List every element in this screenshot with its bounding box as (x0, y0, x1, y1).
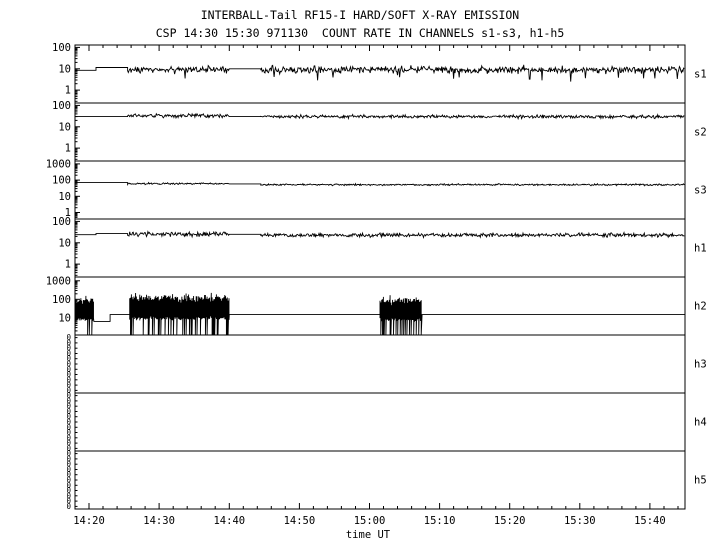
y-tick-label: 0 (66, 365, 71, 374)
y-tick-label: 0 (66, 407, 71, 416)
panel-label-s3: s3 (694, 185, 707, 197)
panel-s2: 100 10 1 s2 (52, 100, 707, 162)
y-tick-label: 1 (65, 207, 71, 219)
panel-border (74, 334, 686, 394)
panel-label-h5: h5 (694, 475, 707, 487)
x-axis: 14:20 14:30 14:40 14:50 15:00 15:10 15:20 15:30… (73, 45, 679, 527)
y-tick-label: 1 (65, 143, 71, 155)
y-tick-label: 0 (66, 344, 71, 353)
y-tick-label: 0 (66, 439, 71, 448)
panel-border (74, 44, 686, 104)
panels-group: 100101s1100101s21000100101s3100101h11000… (46, 42, 707, 511)
y-tick-label: 0 (66, 333, 71, 342)
panel-s1: 100 10 1 s1 (52, 42, 707, 104)
y-tick-label: 1 (65, 259, 71, 271)
y-tick-label: 0 (66, 449, 71, 458)
y-tick-label: 0 (66, 502, 71, 511)
y-tick-label: 100 (52, 175, 71, 187)
y-tick-label: 0 (66, 481, 71, 490)
panel-label-h2: h2 (694, 301, 707, 313)
y-tick-label: 0 (66, 433, 71, 442)
x-axis-label: time UT (346, 529, 391, 541)
panel-border (74, 450, 686, 510)
series-s1 (75, 64, 685, 82)
y-tick-label: 0 (66, 360, 71, 369)
x-tick-label: 14:40 (213, 515, 245, 527)
y-tick-label: 0 (66, 476, 71, 485)
y-tick-label: 10 (58, 237, 71, 249)
y-tick-label: 10 (58, 121, 71, 133)
y-tick-label: 0 (66, 412, 71, 421)
panel-label-h1: h1 (694, 243, 707, 255)
y-tick-label: 0 (66, 349, 71, 358)
y-tick-label: 0 (66, 423, 71, 432)
y-tick-label: 100 (52, 100, 71, 112)
y-tick-label: 0 (66, 497, 71, 506)
y-tick-label: 1000 (46, 275, 71, 287)
panel-label-s2: s2 (694, 127, 707, 139)
series-h1 (75, 230, 685, 240)
y-tick-label: 0 (66, 338, 71, 347)
y-tick-label: 0 (66, 386, 71, 395)
y-tick-label: 0 (66, 428, 71, 437)
y-tick-label: 0 (66, 370, 71, 379)
y-tick-label: 0 (66, 418, 71, 427)
panel-h2: 1000 100 10 h2 (46, 275, 707, 336)
panel-label-s1: s1 (694, 69, 707, 81)
y-tick-label: 0 (66, 381, 71, 390)
y-tick-label: 0 (66, 470, 71, 479)
x-tick-label: 15:20 (494, 515, 526, 527)
x-tick-label: 15:30 (564, 515, 596, 527)
y-tick-label: 0 (66, 491, 71, 500)
y-tick-label: 0 (66, 375, 71, 384)
chart-subtitle: CSP 14:30 15:30 971130 COUNT RATE IN CHA… (156, 26, 565, 40)
x-tick-label: 14:20 (73, 515, 105, 527)
x-tick-label: 15:10 (424, 515, 456, 527)
y-tick-label: 0 (66, 460, 71, 469)
y-tick-label: 10 (58, 191, 71, 203)
series-h2 (74, 292, 685, 335)
y-tick-label: 1000 (46, 158, 71, 170)
y-tick-label: 100 (52, 294, 71, 306)
chart-title: INTERBALL-Tail RF15-I HARD/SOFT X-RAY EM… (201, 8, 520, 22)
x-tick-label: 14:50 (284, 515, 316, 527)
y-tick-label: 100 (52, 216, 71, 228)
y-tick-label: 0 (66, 391, 71, 400)
panel-label-h3: h3 (694, 359, 707, 371)
panel-h1: 100 10 1 h1 (52, 216, 707, 278)
series-s2 (75, 112, 685, 121)
panel-border (74, 102, 686, 162)
y-tick-label: 10 (58, 312, 71, 324)
x-tick-label: 14:30 (143, 515, 175, 527)
panel-s3: 1000 100 10 1 s3 (46, 158, 707, 220)
y-tick-label: 100 (52, 42, 71, 54)
panel-label-h4: h4 (694, 417, 707, 429)
y-tick-label: 10 (58, 63, 71, 75)
y-tick-label: 0 (66, 354, 71, 363)
panel-border (74, 218, 686, 278)
y-tick-label: 0 (66, 396, 71, 405)
y-tick-label: 0 (66, 402, 71, 411)
series-s3 (75, 181, 685, 187)
y-tick-label: 0 (66, 465, 71, 474)
y-tick-label: 0 (66, 486, 71, 495)
y-tick-label: 1 (65, 85, 71, 97)
x-tick-label: 15:40 (634, 515, 666, 527)
panel-border (74, 160, 686, 220)
panel-border (74, 392, 686, 452)
x-tick-label: 15:00 (354, 515, 386, 527)
y-tick-label: 0 (66, 444, 71, 453)
y-tick-label: 0 (66, 454, 71, 463)
